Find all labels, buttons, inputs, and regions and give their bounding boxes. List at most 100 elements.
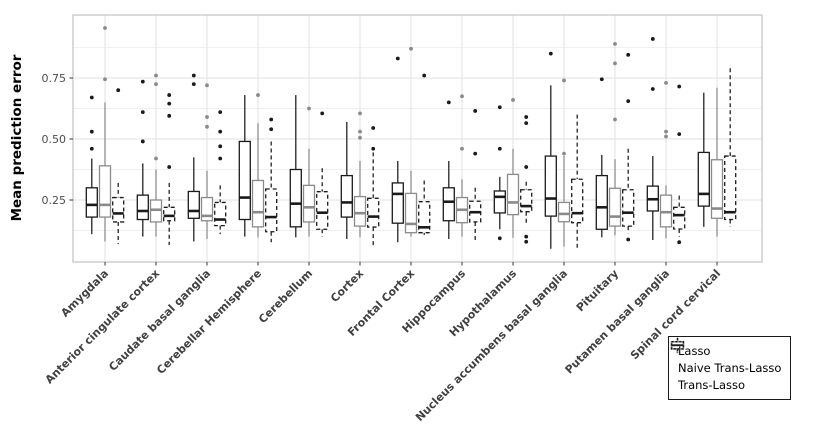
outlier-point <box>218 110 223 115</box>
boxplot-nucleus-accumbens-basal-ganglia-naive-trans-lasso <box>557 78 571 247</box>
outlier-point <box>664 80 668 85</box>
outlier-point <box>511 98 515 102</box>
outlier-point <box>205 124 209 129</box>
outlier-point <box>167 93 172 97</box>
outlier-point <box>409 46 413 51</box>
outlier-point <box>154 73 158 78</box>
boxplot-nucleus-accumbens-basal-ganglia-trans-lasso <box>571 114 584 251</box>
x-tick-label-caudate-basal-ganglia: Caudate basal ganglia <box>106 267 213 374</box>
iqr-box <box>557 201 571 223</box>
legend: Lasso Naive Trans-Lasso Trans-Lasso <box>668 336 792 400</box>
boxplot-caudate-basal-ganglia-lasso <box>187 73 200 242</box>
x-tick-label-cerebellum: Cerebellum <box>256 267 315 326</box>
outlier-point <box>167 165 172 169</box>
iqr-box <box>316 191 329 230</box>
outlier-point <box>269 127 274 132</box>
boxplot-nucleus-accumbens-basal-ganglia-lasso <box>544 51 557 249</box>
outlier-point <box>664 129 668 134</box>
boxplot-pituitary-lasso <box>595 77 608 238</box>
y-tick-label-0.75: 0.75 <box>42 72 67 85</box>
x-tick-label-pituitary: Pituitary <box>574 267 621 314</box>
outlier-point <box>473 151 478 156</box>
outlier-point <box>191 73 196 78</box>
outlier-point <box>89 95 94 100</box>
iqr-box <box>520 189 533 213</box>
outlier-point <box>677 240 682 245</box>
boxplot-amygdala-lasso <box>85 95 98 235</box>
boxplot-putamen-basal-ganglia-lasso <box>646 37 659 241</box>
outlier-point <box>358 111 362 116</box>
legend-item-lasso: Lasso <box>670 337 781 358</box>
outlier-point <box>497 236 502 241</box>
outlier-point <box>524 115 529 119</box>
outlier-point <box>218 129 223 134</box>
iqr-box <box>622 189 635 227</box>
boxplot-hypothalamus-lasso <box>493 105 506 241</box>
legend-item-trans-lasso: Trans-Lasso <box>670 337 781 392</box>
outlier-point <box>650 37 655 41</box>
outlier-point <box>358 129 362 134</box>
boxplot-frontal-cortex-naive-trans-lasso <box>404 46 418 237</box>
outlier-point <box>562 151 566 156</box>
outlier-point <box>626 237 631 242</box>
outlier-point <box>524 121 529 126</box>
series-naive-trans-lasso <box>98 26 724 247</box>
boxplot-cerebellum-lasso <box>289 95 302 238</box>
boxplot-hippocampus-lasso <box>442 100 455 240</box>
boxplot-anterior-cingulate-cortex-lasso <box>136 79 149 237</box>
iqr-box <box>85 187 98 218</box>
iqr-box <box>136 194 149 221</box>
legend-label-trans-lasso: Trans-Lasso <box>678 378 746 392</box>
iqr-box <box>442 187 455 222</box>
boxplot-anterior-cingulate-cortex-naive-trans-lasso <box>149 73 163 237</box>
iqr-box <box>289 168 302 228</box>
boxplot-cortex-naive-trans-lasso <box>353 111 367 238</box>
iqr-box <box>391 182 404 224</box>
outlier-point <box>89 129 94 134</box>
iqr-box <box>595 174 608 230</box>
x-tick-label-cortex: Cortex <box>328 267 366 305</box>
boxplot-spinal-cord-cervical-trans-lasso <box>724 68 737 227</box>
outlier-point <box>599 77 604 82</box>
outlier-point <box>256 93 260 97</box>
iqr-box <box>418 201 431 234</box>
iqr-box <box>112 196 125 223</box>
outlier-point <box>371 126 376 130</box>
outlier-point <box>626 99 631 104</box>
iqr-box <box>98 165 112 218</box>
boxplot-pituitary-naive-trans-lasso <box>608 41 622 236</box>
boxplot-frontal-cortex-lasso <box>391 56 404 243</box>
boxplot-hypothalamus-naive-trans-lasso <box>506 98 520 238</box>
iqr-box <box>200 196 214 222</box>
outlier-point <box>626 52 631 57</box>
outlier-point <box>116 88 121 93</box>
boxplot-amygdala-naive-trans-lasso <box>98 26 112 242</box>
boxplot-hippocampus-trans-lasso <box>469 109 482 241</box>
boxplot-cortex-trans-lasso <box>367 126 380 247</box>
outlier-point <box>562 78 566 83</box>
iqr-box <box>238 140 251 221</box>
boxplot-caudate-basal-ganglia-naive-trans-lasso <box>200 83 214 240</box>
iqr-box <box>673 206 686 230</box>
trans-lasso-boxplot-icon <box>670 337 685 354</box>
outlier-point <box>524 234 529 239</box>
outlier-point <box>218 144 223 149</box>
outlier-point <box>497 105 502 110</box>
iqr-box <box>163 206 176 222</box>
y-tick-label-0.25: 0.25 <box>42 194 67 207</box>
boxplot-spinal-cord-cervical-naive-trans-lasso <box>710 87 724 237</box>
boxplot-pituitary-trans-lasso <box>622 52 635 242</box>
iqr-box <box>367 197 380 228</box>
iqr-box <box>608 187 622 227</box>
outlier-point <box>613 61 617 66</box>
boxplot-cerebellar-hemisphere-trans-lasso <box>265 117 278 243</box>
iqr-box <box>493 190 506 214</box>
iqr-box <box>187 190 200 219</box>
iqr-box <box>214 201 227 227</box>
outlier-point <box>524 239 529 244</box>
boxplot-hypothalamus-trans-lasso <box>520 115 533 244</box>
outlier-point <box>154 156 158 161</box>
boxplot-cerebellum-naive-trans-lasso <box>302 106 316 237</box>
outlier-point <box>395 56 400 61</box>
